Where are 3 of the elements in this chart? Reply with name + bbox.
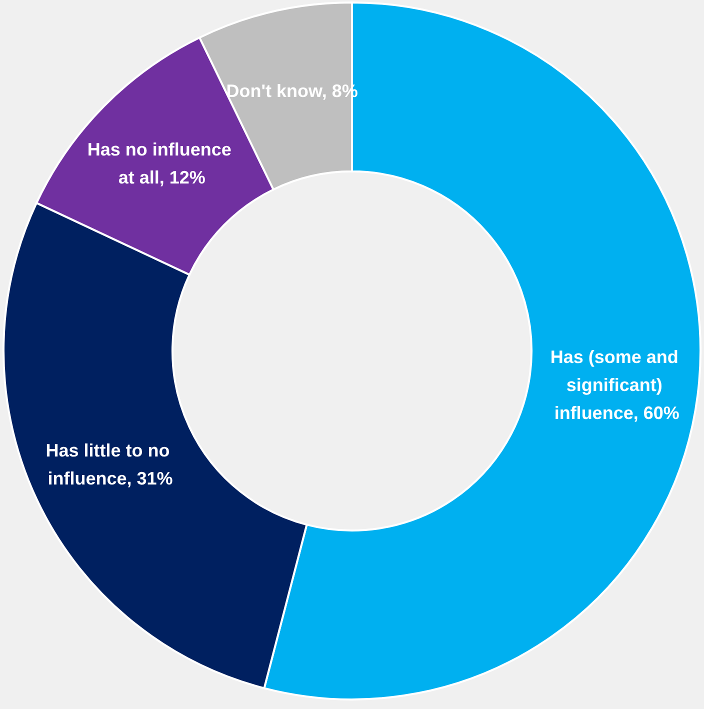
slice-label: Has little to no influence, 31% bbox=[46, 440, 175, 488]
slice-label: Has (some and significant) influence, 60% bbox=[550, 346, 684, 423]
slice-label: Has no influence at all, 12% bbox=[87, 140, 236, 188]
